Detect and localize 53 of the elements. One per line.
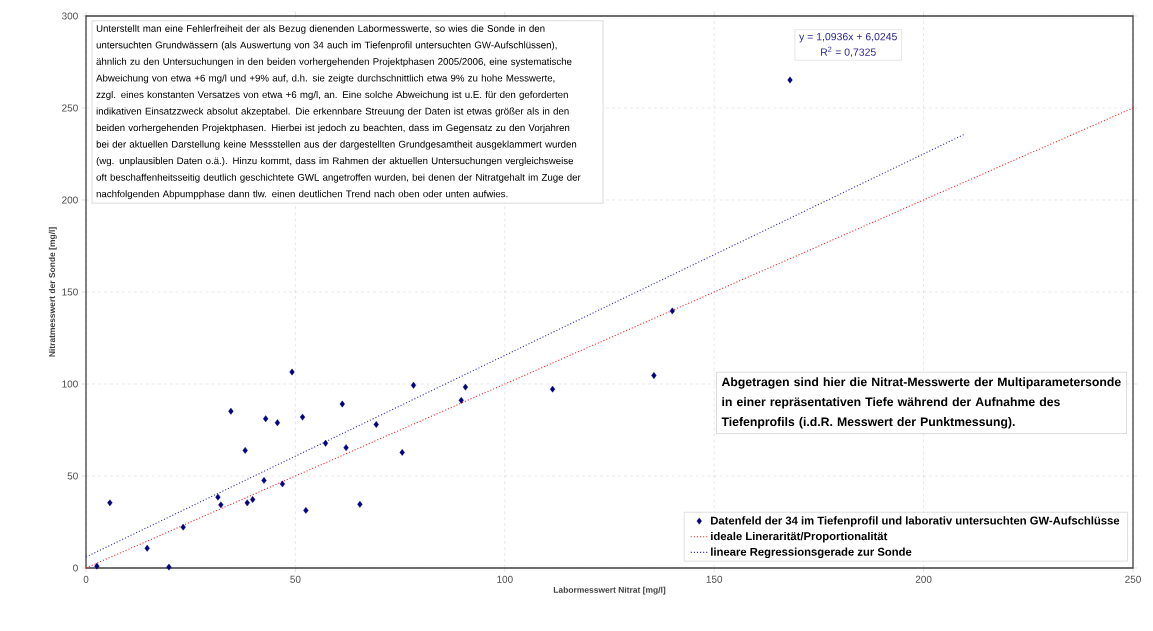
annotation: Abgetragen sind hier die Nitrat-Messwerte der Multiparametersonde in einer repräsentativen Tiefe während der Aufnahme des Tiefenprofils (i.d.R. Messwert der Punktmessung). [721,377,1121,429]
x-tick-label: 150 [706,575,723,583]
point [787,76,793,84]
y-tick-label: 250 [62,104,78,112]
point [373,421,379,428]
point [250,496,256,503]
x-tick-label: 50 [290,575,301,583]
y-axis-title: Nitratmesswert der Sonde [mg/l] [48,227,57,357]
point [549,385,556,393]
point [107,499,113,507]
point [244,499,250,507]
point [263,415,269,423]
x-tick-label: 200 [915,575,932,583]
y-tick-label: 100 [62,380,78,388]
y-tick-label: 50 [67,472,78,480]
y-tick-label: 0 [73,564,78,572]
point [242,447,248,454]
y-tick-label: 300 [61,12,78,20]
legend-label: ideale Linerarität/Proportionalität [711,531,888,543]
point [303,507,309,514]
x-axis-title: Labormesswert Nitrat [mg/l] [553,586,666,595]
y-tick-label: 200 [62,196,78,204]
point [322,439,329,447]
legend-label: Datenfeld der 34 im Tiefenprofil und laborativ untersuchten GW-Aufschlüsse [711,516,1120,527]
point [651,372,657,379]
point [228,407,234,415]
x-tick-label: 100 [497,575,513,583]
point [94,562,100,570]
point [274,419,280,427]
point [215,493,221,501]
x-tick-label: 0 [83,575,89,583]
point [279,480,286,488]
point [299,413,306,421]
point [399,449,405,456]
point [343,444,349,452]
point [166,563,172,571]
point [462,383,469,391]
x-tick-label: 250 [1125,575,1141,583]
point [339,400,345,408]
point [669,307,675,315]
point [357,500,363,508]
point [289,368,295,376]
point [410,381,417,389]
text: Unterstellt man eine Fehlerfreiheit der als Bezug dienenden Labormesswerte, so wies die Sonde in den untersuchten Grundwässern (als Auswertung von 34 auch im Tiefenprofil untersuchten GW-Aufschlüssen), ähnlich zu den Untersuchungen in den beiden vorhergehenden Projektphasen 2005/2006, eine systematische Abweichung von etwa +6 mg/l und +9% auf, d.h. sie zeigte durchschnittlich etwa 9% zu hohe Messwerte, zzgl. eines konstanten Versatzes von etwa +6 mg/l, an. Eine solche Abweichung ist u.E. für den geforderten indikativen Einsatzzweck absolut akzeptabel. Die erkennbare Streuung der Daten ist etwas größer als in den beiden vorhergehenden Projektphasen. Hierbei ist jedoch zu beachten, dass im Gegensatz zu den Vorjahren bei der aktuellen Darstellung keine Messstellen aus der dargestellten Grundgesamtheit ausgeklammert wurden (wg. unplausiblen Daten o.ä.). Hinzu kommt, dass im Rahmen der aktuellen Untersuchungen vergleichsweise oft beschaffenheitsseitig deutlich geschichtete GWL angetroffen wurden, bei denen der Nitratgehalt im Zuge der nachfolgenden Abpumpphase dann tlw. einen deutlichen Trend nach oben oder unten aufwies. [96,24,581,200]
annotation: R$^{2}$ = 0,7325 [821,46,876,58]
point [458,396,464,404]
legend-label: lineare Regressionsgerade zur Sonde [711,547,912,559]
point [180,523,186,531]
annotation: y = 1,0936x + 6,0245 [799,32,897,43]
point [144,544,150,552]
point [261,477,267,484]
point [218,501,224,509]
y-tick-label: 150 [62,288,78,296]
